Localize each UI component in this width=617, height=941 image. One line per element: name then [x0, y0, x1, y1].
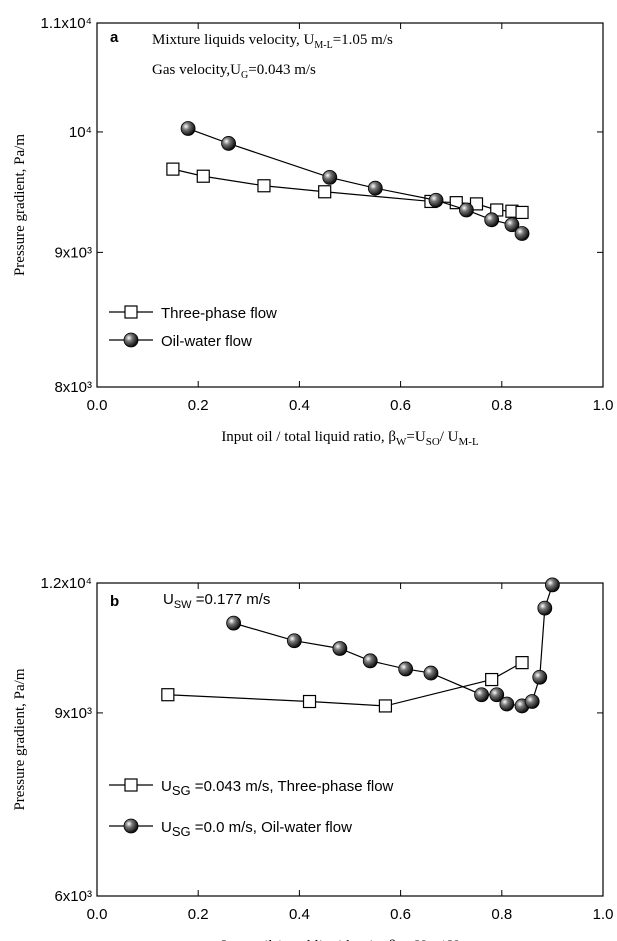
marker-square: [515, 656, 529, 670]
x-tick-label: 0.0: [87, 397, 108, 414]
panel-label: a: [110, 29, 119, 46]
marker-square: [302, 694, 317, 709]
y-axis-label: Pressure gradient, Pa/m: [12, 668, 28, 810]
x-tick-label: 0.4: [289, 906, 310, 923]
marker-circle: [532, 669, 548, 685]
x-axis-label: Input oil / total liquid ratio, βW=USO/ …: [221, 429, 479, 448]
y-tick-label: 1.1x10⁴: [41, 15, 92, 32]
marker-circle: [367, 180, 383, 196]
text-part: =U: [406, 429, 425, 445]
x-tick-label: 0.6: [390, 397, 411, 414]
marker-circle: [428, 192, 444, 208]
text-part: / U: [440, 429, 459, 445]
text-part: M-L: [314, 40, 332, 51]
text-part: Mixture liquids velocity, U: [152, 32, 315, 48]
marker-circle: [458, 202, 474, 218]
marker-circle: [423, 665, 439, 681]
marker-square: [485, 672, 499, 687]
text-part: =0.043 m/s, Three-phase flow: [191, 778, 394, 795]
marker-square: [166, 162, 180, 176]
legend-marker: [124, 305, 138, 319]
text-part: M-L: [459, 436, 479, 448]
legend-label: USG =0.043 m/s, Three-phase flow: [161, 778, 394, 798]
marker-square: [378, 699, 393, 713]
plot-frame: [96, 582, 604, 897]
x-axis-label: Input oil / total liquid ratio, βW=USO/ …: [221, 938, 479, 941]
text-part: / U: [440, 938, 459, 941]
annotation: USW =0.177 m/s: [163, 591, 270, 611]
series-line: [167, 662, 523, 707]
x-tick-label: 1.0: [593, 906, 614, 923]
x-tick-label: 0.4: [289, 397, 310, 414]
marker-circle: [226, 615, 242, 631]
text-part: =0.177 m/s: [192, 591, 271, 608]
legend-label: USG =0.0 m/s, Oil-water flow: [161, 819, 352, 839]
marker-circle: [398, 661, 414, 677]
marker-circle: [474, 687, 489, 703]
text-part: =U: [406, 938, 425, 941]
marker-circle: [537, 600, 553, 616]
text-part: Input oil / total liquid ratio, β: [221, 429, 396, 445]
marker-circle: [221, 136, 236, 151]
marker-circle: [286, 633, 302, 649]
y-tick-label: 1.2x10⁴: [41, 575, 92, 592]
text-part: SW: [174, 599, 192, 611]
text-part: U: [163, 591, 174, 608]
y-tick-label: 9x10³: [54, 705, 92, 722]
y-tick-label: 9x10³: [54, 244, 92, 261]
y-axis-label: Pressure gradient, Pa/m: [12, 134, 28, 276]
annotation: Gas velocity,UG=0.043 m/s: [152, 62, 316, 81]
marker-square: [161, 688, 175, 702]
x-tick-label: 0.2: [188, 397, 209, 414]
x-tick-label: 0.8: [491, 397, 512, 414]
x-tick-label: 0.6: [390, 906, 411, 923]
text-part: U: [161, 819, 172, 836]
x-tick-label: 0.0: [87, 906, 108, 923]
text-part: SO: [426, 436, 440, 448]
legend-label: Three-phase flow: [161, 305, 277, 322]
marker-square: [318, 185, 332, 199]
series-line: [233, 584, 553, 707]
text-part: Input oil / total liquid ratio, β: [221, 938, 396, 941]
legend-marker: [124, 778, 138, 792]
text-part: SG: [172, 824, 191, 839]
legend-label: Oil-water flow: [161, 333, 252, 350]
y-tick-label: 6x10³: [54, 888, 92, 905]
text-part: =0.043 m/s: [248, 62, 316, 78]
panel-label: b: [110, 593, 119, 610]
marker-circle: [524, 694, 540, 709]
text-part: SG: [172, 783, 191, 798]
x-tick-label: 1.0: [593, 397, 614, 414]
y-tick-label: 8x10³: [54, 379, 92, 396]
marker-circle: [180, 121, 196, 136]
series-line: [187, 127, 523, 234]
marker-circle: [514, 226, 530, 241]
x-tick-label: 0.8: [491, 906, 512, 923]
marker-circle: [322, 170, 338, 185]
x-tick-label: 0.2: [188, 906, 209, 923]
text-part: =1.05 m/s: [333, 32, 393, 48]
text-part: =0.0 m/s, Oil-water flow: [191, 819, 352, 836]
marker-circle: [332, 641, 348, 656]
marker-circle: [499, 696, 515, 712]
marker-circle: [504, 217, 520, 233]
text-part: U: [161, 778, 172, 795]
annotation: Mixture liquids velocity, UM-L=1.05 m/s: [152, 32, 393, 51]
text-part: G: [241, 70, 248, 81]
text-part: Gas velocity,U: [152, 62, 241, 78]
y-tick-label: 10⁴: [69, 124, 92, 141]
legend-marker: [123, 818, 139, 834]
marker-circle: [362, 653, 378, 669]
marker-square: [257, 179, 271, 193]
marker-square: [515, 205, 529, 220]
text-part: W: [396, 436, 407, 448]
marker-circle: [484, 212, 500, 228]
marker-circle: [545, 577, 560, 593]
plot-frame: [96, 22, 604, 388]
legend-marker: [123, 332, 139, 348]
marker-square: [196, 169, 210, 183]
marker-circle: [489, 687, 505, 703]
